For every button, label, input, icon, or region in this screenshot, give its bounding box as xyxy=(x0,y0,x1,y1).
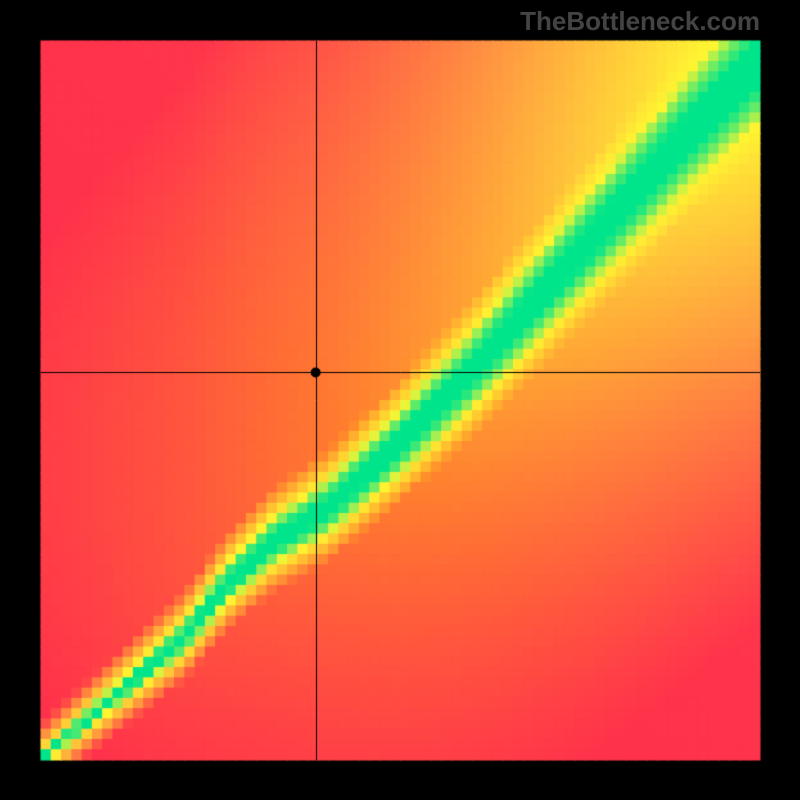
heatmap-canvas xyxy=(0,0,800,800)
watermark-text: TheBottleneck.com xyxy=(520,6,760,37)
chart-root: TheBottleneck.com xyxy=(0,0,800,800)
